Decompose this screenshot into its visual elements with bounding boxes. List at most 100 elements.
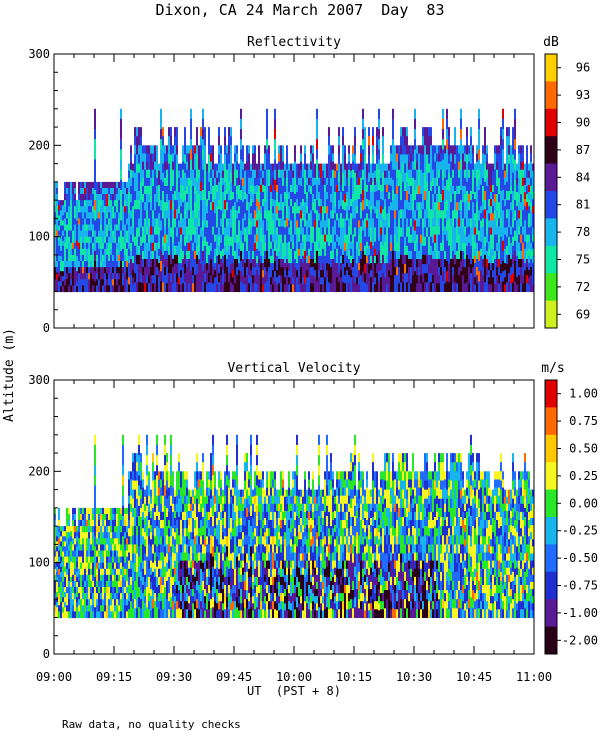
heatmap-cell (78, 593, 80, 600)
heatmap-cell (246, 218, 248, 228)
heatmap-cell (480, 234, 482, 243)
heatmap-cell (306, 170, 308, 179)
heatmap-cell (400, 191, 402, 201)
heatmap-cell (486, 250, 488, 260)
heatmap-cell (128, 255, 130, 264)
heatmap-cell (142, 185, 144, 195)
heatmap-cell (256, 213, 258, 221)
heatmap-cell (234, 234, 236, 244)
heatmap-cell (160, 230, 162, 242)
heatmap-cell (480, 213, 482, 221)
heatmap-cell (372, 218, 374, 229)
heatmap-cell (162, 227, 164, 238)
heatmap-cell (520, 169, 522, 179)
heatmap-cell (98, 514, 100, 521)
heatmap-cell (422, 163, 424, 174)
heatmap-cell (502, 159, 504, 171)
heatmap-cell (160, 250, 162, 262)
heatmap-cell (72, 568, 74, 576)
heatmap-cell (472, 267, 474, 276)
heatmap-cell (326, 184, 328, 193)
heatmap-cell (236, 202, 238, 211)
heatmap-cell (212, 177, 214, 187)
heatmap-cell (232, 206, 234, 214)
heatmap-cell (252, 177, 254, 187)
heatmap-cell (440, 283, 442, 292)
heatmap-cell (266, 281, 268, 292)
heatmap-cell (394, 161, 396, 171)
heatmap-cell (322, 270, 324, 278)
heatmap-cell (224, 245, 226, 256)
heatmap-cell (346, 248, 348, 257)
heatmap-cell (182, 234, 184, 244)
heatmap-cell (302, 255, 304, 264)
heatmap-cell (372, 227, 374, 238)
heatmap-cell (304, 250, 306, 260)
heatmap-cell (188, 202, 190, 211)
heatmap-cell (176, 127, 178, 137)
heatmap-cell (278, 283, 280, 292)
heatmap-cell (318, 284, 320, 293)
heatmap-cell (438, 242, 440, 252)
heatmap-cell (78, 218, 80, 226)
heatmap-cell (78, 550, 80, 558)
heatmap-cell (88, 279, 90, 286)
heatmap-cell (182, 194, 184, 203)
heatmap-cell (170, 145, 172, 155)
heatmap-cell (182, 177, 184, 187)
heatmap-cell (426, 236, 428, 247)
heatmap-cell (448, 227, 450, 238)
heatmap-cell (348, 226, 350, 236)
heatmap-cell (84, 248, 86, 256)
heatmap-cell (336, 263, 338, 271)
heatmap-cell (174, 181, 176, 192)
heatmap-cell (292, 163, 294, 172)
heatmap-cell (468, 161, 470, 171)
heatmap-cell (482, 267, 484, 276)
heatmap-cell (440, 145, 442, 154)
heatmap-cell (324, 206, 326, 214)
heatmap-cell (354, 209, 356, 219)
heatmap-cell (172, 250, 174, 260)
heatmap-cell (524, 284, 526, 293)
heatmap-cell (312, 169, 314, 179)
heatmap-cell (186, 259, 188, 268)
heatmap-cell (64, 181, 66, 189)
heatmap-cell (308, 270, 310, 278)
heatmap-cell (306, 248, 308, 257)
heatmap-cell (290, 270, 292, 278)
heatmap-cell (230, 200, 232, 210)
heatmap-cell (114, 574, 116, 582)
heatmap-cell (366, 199, 368, 207)
heatmap-cell (244, 263, 246, 271)
heatmap-cell (410, 234, 412, 244)
heatmap-cell (326, 163, 328, 172)
heatmap-cell (128, 284, 130, 293)
heatmap-cell (408, 226, 410, 236)
heatmap-cell (152, 275, 154, 284)
heatmap-cell (344, 226, 346, 236)
heatmap-cell (80, 611, 82, 619)
heatmap-cell (60, 255, 62, 262)
heatmap-cell (260, 199, 262, 207)
heatmap-cell (374, 234, 376, 243)
heatmap-cell (426, 245, 428, 256)
heatmap-cell (500, 236, 502, 247)
heatmap-cell (512, 273, 514, 283)
heatmap-cell (392, 200, 394, 211)
heatmap-cell (238, 255, 240, 264)
heatmap-cell (146, 250, 148, 260)
heatmap-cell (456, 234, 458, 244)
heatmap-cell (154, 259, 156, 268)
heatmap-cell (294, 234, 296, 244)
heatmap-cell (252, 210, 254, 219)
heatmap-cell (178, 170, 180, 179)
heatmap-cell (144, 169, 146, 179)
heatmap-cell (76, 245, 78, 252)
heatmap-cell (116, 279, 118, 286)
heatmap-cell (350, 213, 352, 221)
heatmap-cell (380, 177, 382, 186)
heatmap-cell (208, 200, 210, 210)
heatmap-cell (268, 267, 270, 276)
heatmap-cell (430, 218, 432, 229)
